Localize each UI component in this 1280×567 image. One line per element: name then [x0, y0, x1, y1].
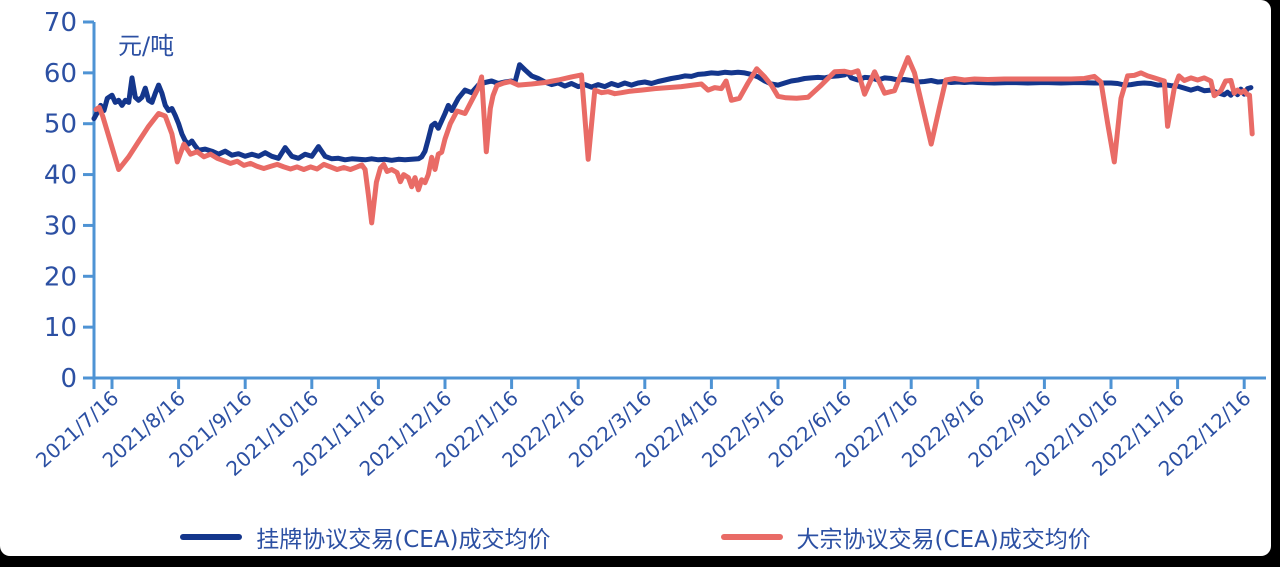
price-chart: 0102030405060702021/7/162021/8/162021/9/… — [31, 8, 1266, 481]
y-tick-label: 40 — [44, 161, 77, 191]
blue-line-swatch — [180, 534, 243, 540]
red-line-swatch — [720, 534, 783, 540]
y-tick-label: 50 — [44, 110, 77, 140]
chart-card: 0 10 20 30 40 50 60 70 2021/7/16 2021/8/16 2021/9/… — [0, 0, 1271, 556]
bulk-cea-price-line — [93, 55, 1255, 226]
y-axis-unit-label: 元/吨 — [118, 32, 175, 60]
y-tick-label: 30 — [44, 211, 77, 241]
y-tick-label: 10 — [44, 313, 77, 343]
y-tick-label: 70 — [44, 8, 77, 38]
legend-label-listed-cea: 挂牌协议交易(CEA)成交均价 — [256, 527, 551, 553]
legend-label-bulk-cea: 大宗协议交易(CEA)成交均价 — [796, 527, 1091, 553]
y-tick-label: 60 — [44, 59, 77, 89]
y-tick-label: 0 — [60, 364, 77, 394]
legend-item-listed-cea: 挂牌协议交易(CEA)成交均价 — [180, 520, 551, 554]
legend: 挂牌协议交易(CEA)成交均价 大宗协议交易(CEA)成交均价 — [0, 520, 1271, 554]
y-tick-label: 20 — [44, 262, 77, 292]
legend-item-bulk-cea: 大宗协议交易(CEA)成交均价 — [720, 520, 1091, 554]
